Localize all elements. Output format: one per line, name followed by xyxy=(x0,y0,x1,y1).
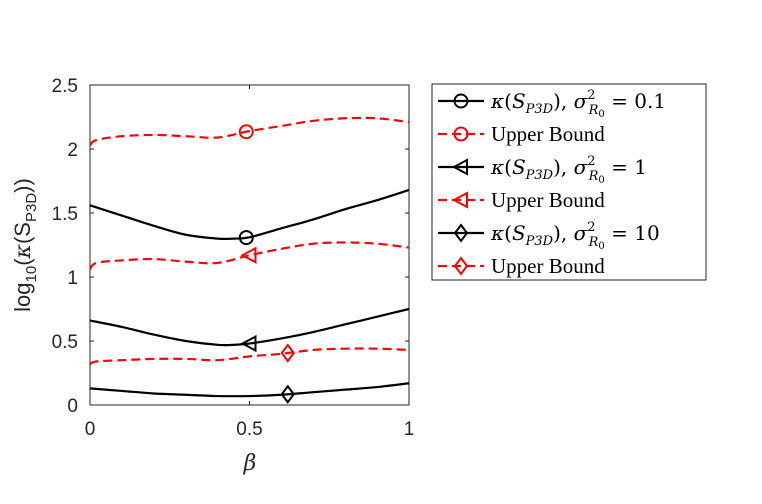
y-tick-label: 1 xyxy=(67,268,78,289)
series-line xyxy=(89,382,410,398)
legend-marker xyxy=(453,93,469,109)
y-tick-label: 1.5 xyxy=(52,204,78,225)
legend-label: Upper Bound xyxy=(491,122,605,146)
series-marker xyxy=(238,124,254,140)
series-marker xyxy=(240,246,257,264)
y-tick-label: 2.5 xyxy=(52,76,78,97)
series-4 xyxy=(89,241,410,271)
legend-marker xyxy=(453,223,469,243)
series-line xyxy=(89,307,410,347)
legend-label: Upper Bound xyxy=(491,254,605,278)
legend-marker xyxy=(451,158,468,176)
series-6 xyxy=(89,343,410,366)
legend-label: κ(SP3D), σ2 R0 = 1 xyxy=(490,154,647,186)
series-line xyxy=(89,116,410,147)
legend-entry: Upper Bound xyxy=(438,188,605,212)
series-layer xyxy=(89,116,410,404)
y-tick-label: 2 xyxy=(67,140,78,161)
legend-marker xyxy=(453,256,469,276)
series-line xyxy=(89,347,410,366)
legend-box xyxy=(431,83,707,281)
series-marker xyxy=(280,343,296,363)
legend-label: κ(SP3D), σ2 R0 = 0.1 xyxy=(490,88,666,120)
legend-label: κ(SP3D), σ2 R0 = 10 xyxy=(490,220,660,252)
series-marker xyxy=(240,334,257,353)
series-3 xyxy=(89,307,410,353)
y-tick-label: 0 xyxy=(67,396,78,417)
legend-marker xyxy=(451,191,468,209)
series-marker xyxy=(280,384,296,404)
series-marker xyxy=(238,230,254,246)
series-2 xyxy=(89,116,410,147)
y-tick-label: 0.5 xyxy=(52,332,78,353)
series-line xyxy=(89,241,410,271)
y-axis-title: log10(κ(SP3D)) xyxy=(10,178,40,312)
legend-label: Upper Bound xyxy=(491,188,605,212)
axes xyxy=(89,84,410,406)
legend-marker xyxy=(453,126,469,142)
legend-entry: κ(SP3D), σ2 R0 = 0.1 xyxy=(438,88,666,120)
legend-entry: κ(SP3D), σ2 R0 = 10 xyxy=(438,220,660,252)
x-axis-title: β xyxy=(243,451,257,476)
x-tick-label: 0.5 xyxy=(236,419,262,440)
legend-entry: κ(SP3D), σ2 R0 = 1 xyxy=(438,154,647,186)
x-tick-label: 1 xyxy=(404,419,415,440)
legend-entry: Upper Bound xyxy=(438,254,605,278)
x-tick-label: 0 xyxy=(85,419,96,440)
series-5 xyxy=(89,382,410,404)
series-1 xyxy=(89,188,410,246)
legend-entry: Upper Bound xyxy=(438,122,605,146)
tick-labels: 0 0.5 1 0 0.5 1 1.5 2 2.5 xyxy=(52,76,415,440)
